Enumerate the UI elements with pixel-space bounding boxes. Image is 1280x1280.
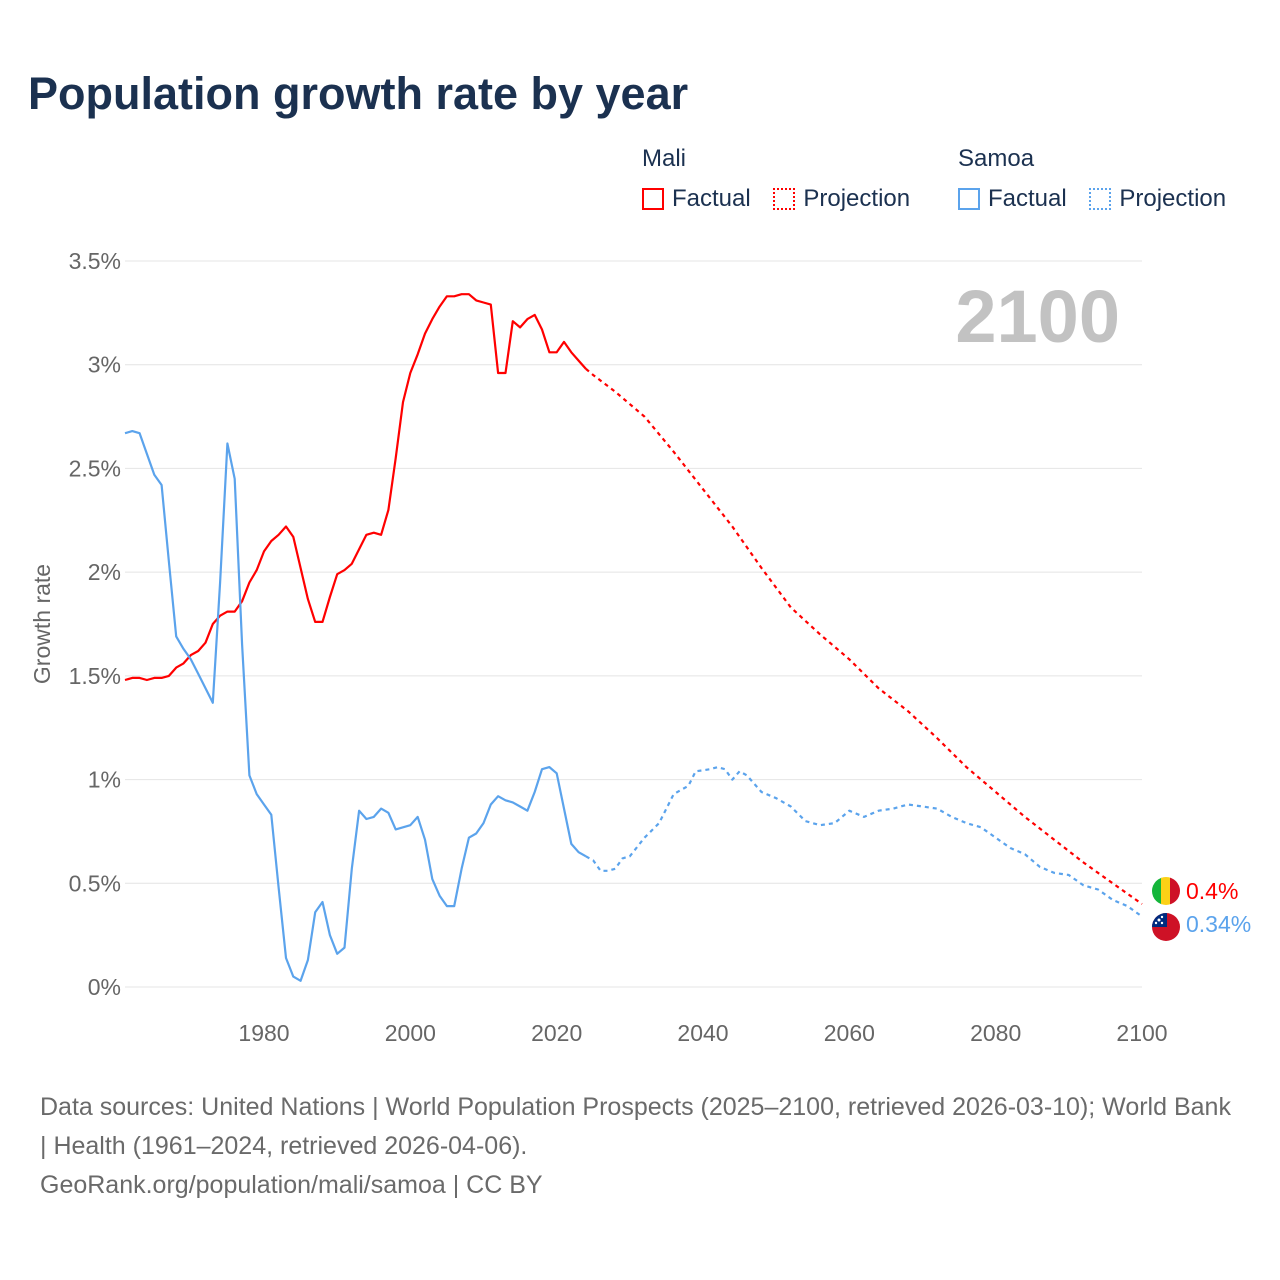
legend-group-mali: Mali Factual Projection [642, 145, 926, 217]
y-tick-label: 2.5% [69, 455, 121, 481]
legend-label: Projection [1119, 185, 1227, 212]
y-tick-label: 0.5% [69, 870, 121, 896]
legend-group-label: Mali [642, 145, 687, 172]
y-tick-label: 3% [88, 352, 121, 378]
y-tick-label: 3.5% [69, 248, 121, 274]
x-tick-label: 2100 [1116, 1020, 1167, 1046]
x-tick-label: 2060 [824, 1020, 875, 1046]
solid-swatch-icon [642, 188, 664, 210]
chart-title: Population growth rate by year [28, 68, 689, 119]
y-tick-label: 0% [88, 974, 121, 1000]
dotted-swatch-icon [773, 188, 796, 210]
legend-group-samoa: Samoa Factual Projection [958, 145, 1226, 217]
samoa-end-label: 0.34% [1186, 911, 1251, 937]
y-axis-label: Growth rate [29, 564, 55, 684]
footer: Data sources: United Nations | World Pop… [40, 1088, 1240, 1205]
x-tick-label: 2020 [531, 1020, 582, 1046]
mali-end-label: 0.4% [1186, 878, 1238, 904]
mali-flag-icon [1152, 877, 1180, 905]
mali-projection-line[interactable] [585, 368, 1143, 905]
legend-samoa-projection[interactable]: Projection [1089, 185, 1226, 213]
samoa-factual-line[interactable] [124, 430, 587, 982]
legend-mali-projection[interactable]: Projection [773, 185, 910, 213]
legend-samoa-factual[interactable]: Factual [958, 185, 1067, 213]
solid-swatch-icon [958, 188, 980, 210]
legend-mali-factual[interactable]: Factual [642, 185, 751, 213]
y-tick-label: 1.5% [69, 663, 121, 689]
year-watermark: 2100 [955, 275, 1120, 358]
x-tick-label: 2040 [677, 1020, 728, 1046]
y-tick-label: 1% [88, 767, 121, 793]
legend-label: Factual [988, 185, 1067, 212]
legend-group-label: Samoa [958, 145, 1035, 172]
x-tick-label: 2080 [970, 1020, 1021, 1046]
credit-link[interactable]: GeoRank.org/population/mali/samoa | CC B… [40, 1171, 543, 1199]
mali-factual-line[interactable] [124, 293, 587, 682]
legend-label: Projection [803, 185, 911, 212]
data-sources: Data sources: United Nations | World Pop… [40, 1093, 1231, 1160]
x-tick-label: 2000 [385, 1020, 436, 1046]
legend-label: Factual [672, 185, 751, 212]
y-tick-label: 2% [88, 559, 121, 585]
x-tick-label: 1980 [238, 1020, 289, 1046]
samoa-flag-icon [1152, 913, 1180, 941]
dotted-swatch-icon [1089, 188, 1112, 210]
